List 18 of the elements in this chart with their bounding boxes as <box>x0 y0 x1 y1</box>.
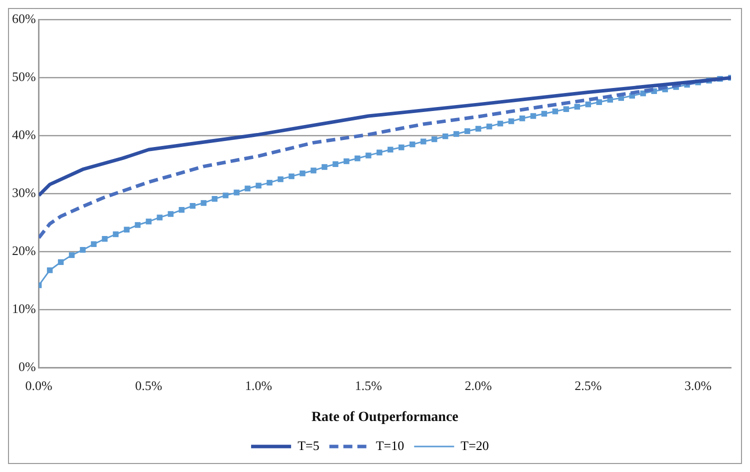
y-tick-label: 20% <box>12 243 36 258</box>
x-axis-title: Rate of Outperformance <box>311 410 458 426</box>
legend-label: T=5 <box>298 438 320 453</box>
x-tick-label: 0.0% <box>25 378 53 393</box>
y-tick-label: 30% <box>12 185 36 200</box>
x-tick-label: 1.0% <box>245 378 272 393</box>
y-tick-label: 10% <box>12 301 36 316</box>
legend-label: T=10 <box>376 438 404 453</box>
y-tick-label: 60% <box>12 11 36 26</box>
y-tick-label: 0% <box>18 359 36 374</box>
x-tick-label: 1.5% <box>354 378 382 393</box>
legend-label: T=20 <box>460 438 489 453</box>
x-tick-label: 3.0% <box>684 378 712 393</box>
x-tick-label: 0.5% <box>135 378 162 393</box>
y-tick-label: 40% <box>12 127 36 142</box>
y-tick-label: 50% <box>12 69 36 84</box>
x-tick-label: 2.0% <box>464 378 492 393</box>
x-tick-label: 2.5% <box>574 378 602 393</box>
